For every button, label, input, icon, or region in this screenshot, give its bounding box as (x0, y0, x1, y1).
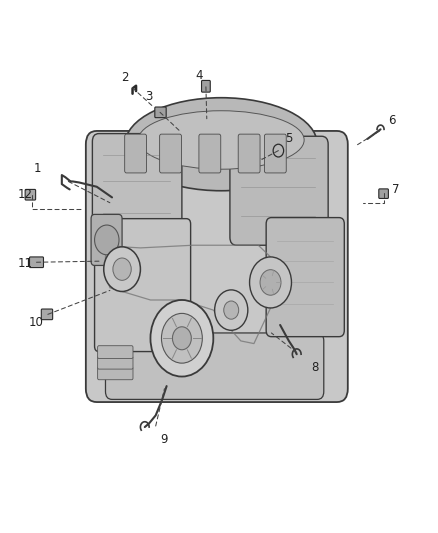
Circle shape (104, 247, 141, 292)
Circle shape (215, 290, 248, 330)
FancyBboxPatch shape (92, 134, 182, 243)
Text: 8: 8 (311, 361, 319, 374)
Text: 5: 5 (285, 132, 293, 146)
FancyBboxPatch shape (25, 189, 35, 200)
Text: 9: 9 (161, 433, 168, 446)
Circle shape (113, 258, 131, 280)
FancyBboxPatch shape (199, 134, 221, 173)
FancyBboxPatch shape (265, 134, 286, 173)
Text: 6: 6 (388, 114, 395, 127)
FancyBboxPatch shape (201, 80, 210, 92)
Text: 1: 1 (34, 161, 42, 175)
Circle shape (173, 327, 191, 350)
Circle shape (250, 257, 291, 308)
FancyBboxPatch shape (95, 219, 191, 352)
FancyBboxPatch shape (98, 346, 133, 359)
FancyBboxPatch shape (155, 107, 166, 118)
FancyBboxPatch shape (379, 189, 389, 198)
FancyBboxPatch shape (125, 134, 147, 173)
FancyBboxPatch shape (98, 357, 133, 369)
Text: 2: 2 (121, 71, 129, 84)
FancyBboxPatch shape (86, 131, 348, 402)
Circle shape (95, 225, 119, 255)
FancyBboxPatch shape (41, 309, 53, 320)
FancyBboxPatch shape (159, 134, 181, 173)
Circle shape (150, 300, 213, 376)
FancyBboxPatch shape (29, 257, 43, 268)
FancyBboxPatch shape (230, 136, 328, 245)
FancyBboxPatch shape (238, 134, 260, 173)
FancyBboxPatch shape (98, 367, 133, 379)
Circle shape (162, 313, 202, 363)
Circle shape (224, 301, 239, 319)
Ellipse shape (125, 98, 317, 191)
Ellipse shape (138, 111, 304, 169)
FancyBboxPatch shape (266, 217, 344, 337)
Circle shape (260, 270, 281, 295)
Text: 11: 11 (17, 257, 32, 270)
Text: 4: 4 (196, 69, 203, 82)
Text: 10: 10 (28, 316, 43, 329)
Text: 3: 3 (145, 90, 153, 103)
FancyBboxPatch shape (91, 214, 122, 265)
Circle shape (273, 144, 284, 157)
Text: 7: 7 (392, 183, 399, 196)
FancyBboxPatch shape (106, 333, 324, 399)
Text: 12: 12 (17, 188, 32, 201)
